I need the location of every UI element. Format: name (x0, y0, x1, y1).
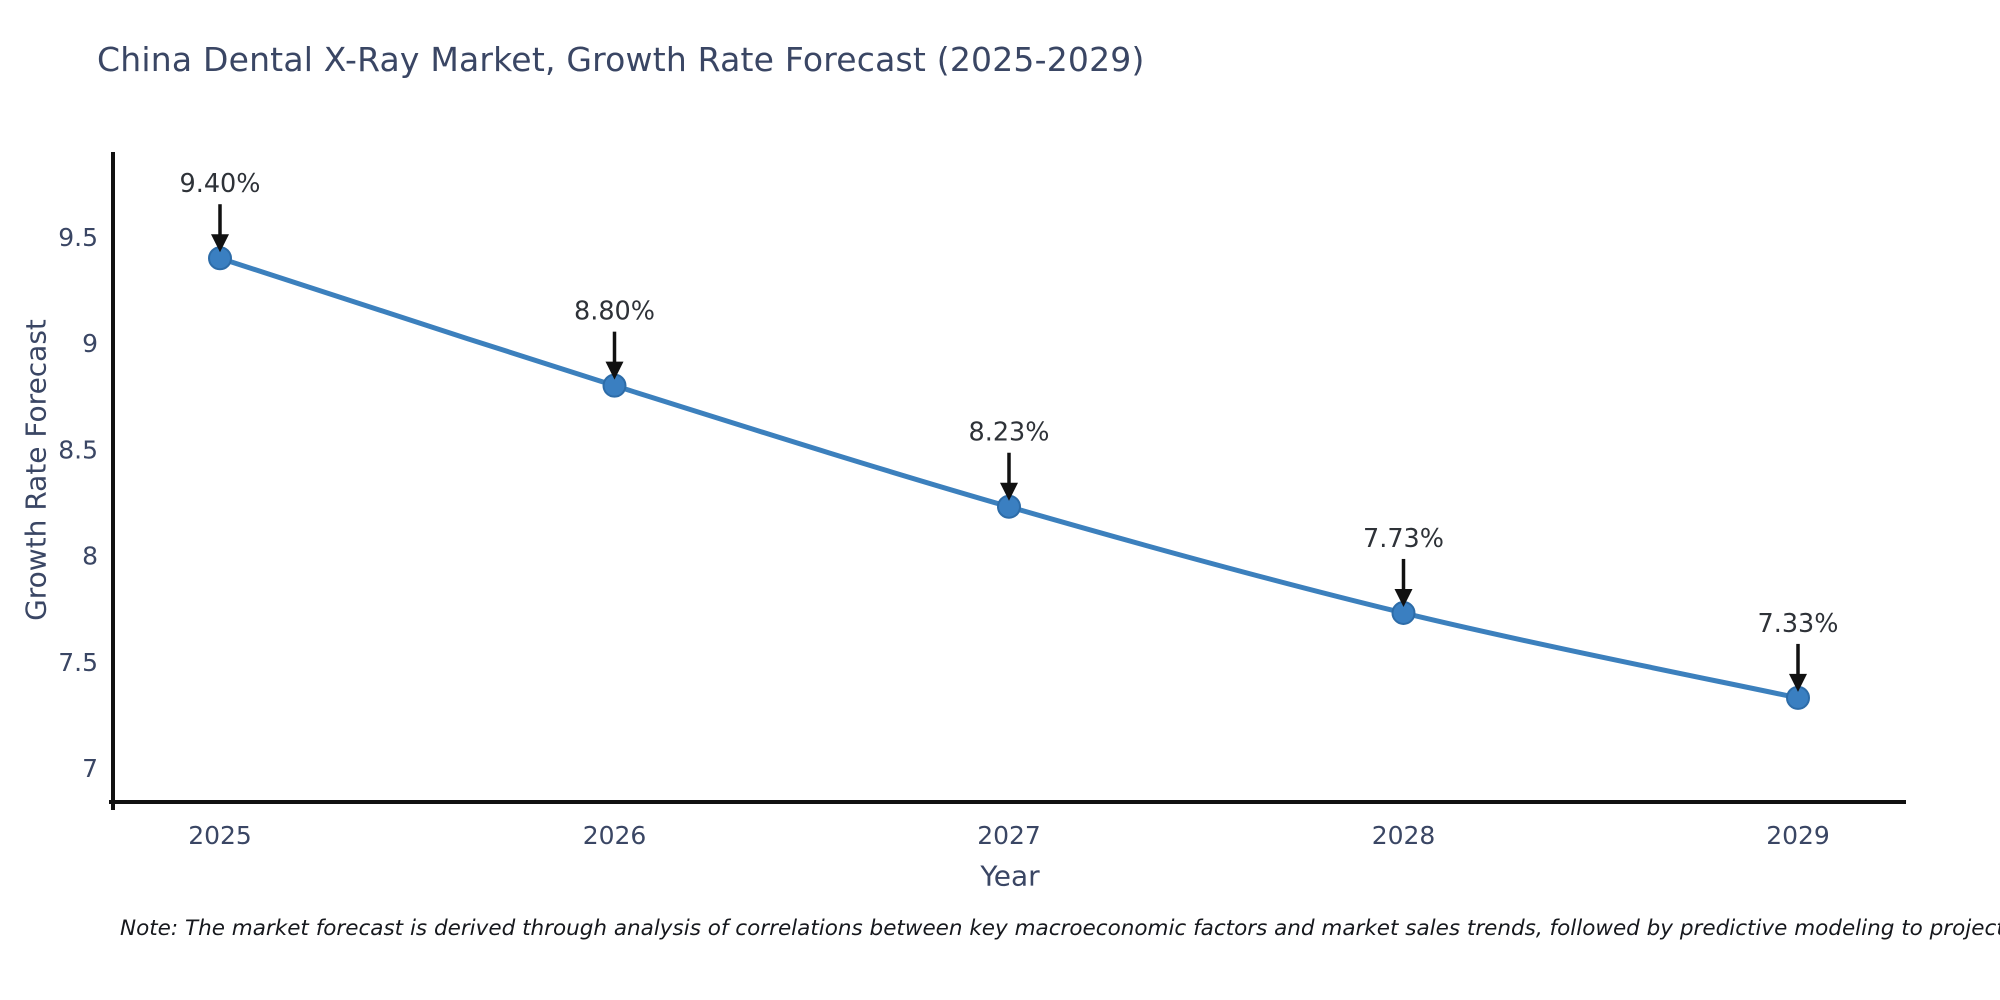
x-tick-label-2025: 2025 (188, 821, 252, 850)
x-axis-title: Year (980, 859, 1040, 893)
data-label-2028: 7.73% (1363, 524, 1444, 554)
chart-title: China Dental X-Ray Market, Growth Rate F… (97, 40, 1145, 79)
annotation-arrow-head-2025 (211, 234, 229, 253)
data-label-2029: 7.33% (1757, 609, 1838, 639)
y-tick-label-9: 9 (82, 329, 98, 358)
annotation-arrow-head-2026 (605, 361, 624, 380)
annotation-arrow-head-2028 (1394, 588, 1413, 607)
y-tick-label-7: 7 (82, 754, 98, 783)
data-label-2027: 8.23% (968, 418, 1049, 448)
y-tick-label-8: 8 (82, 542, 98, 571)
annotation-arrow-head-2027 (1000, 482, 1018, 501)
x-tick-label-2029: 2029 (1766, 821, 1830, 850)
data-label-2025: 9.40% (179, 169, 260, 199)
y-tick-label-9.5: 9.5 (58, 223, 98, 252)
x-tick-label-2027: 2027 (977, 821, 1041, 850)
y-tick-label-7.5: 7.5 (58, 648, 98, 677)
data-label-2026: 8.80% (574, 297, 655, 327)
x-tick-label-2026: 2026 (583, 821, 647, 850)
annotation-arrow-head-2029 (1789, 673, 1807, 692)
x-tick-label-2028: 2028 (1372, 821, 1436, 850)
y-axis-title: Growth Rate Forecast (19, 319, 53, 621)
footnote: Note: The market forecast is derived thr… (120, 916, 2000, 941)
y-tick-label-8.5: 8.5 (58, 435, 98, 464)
